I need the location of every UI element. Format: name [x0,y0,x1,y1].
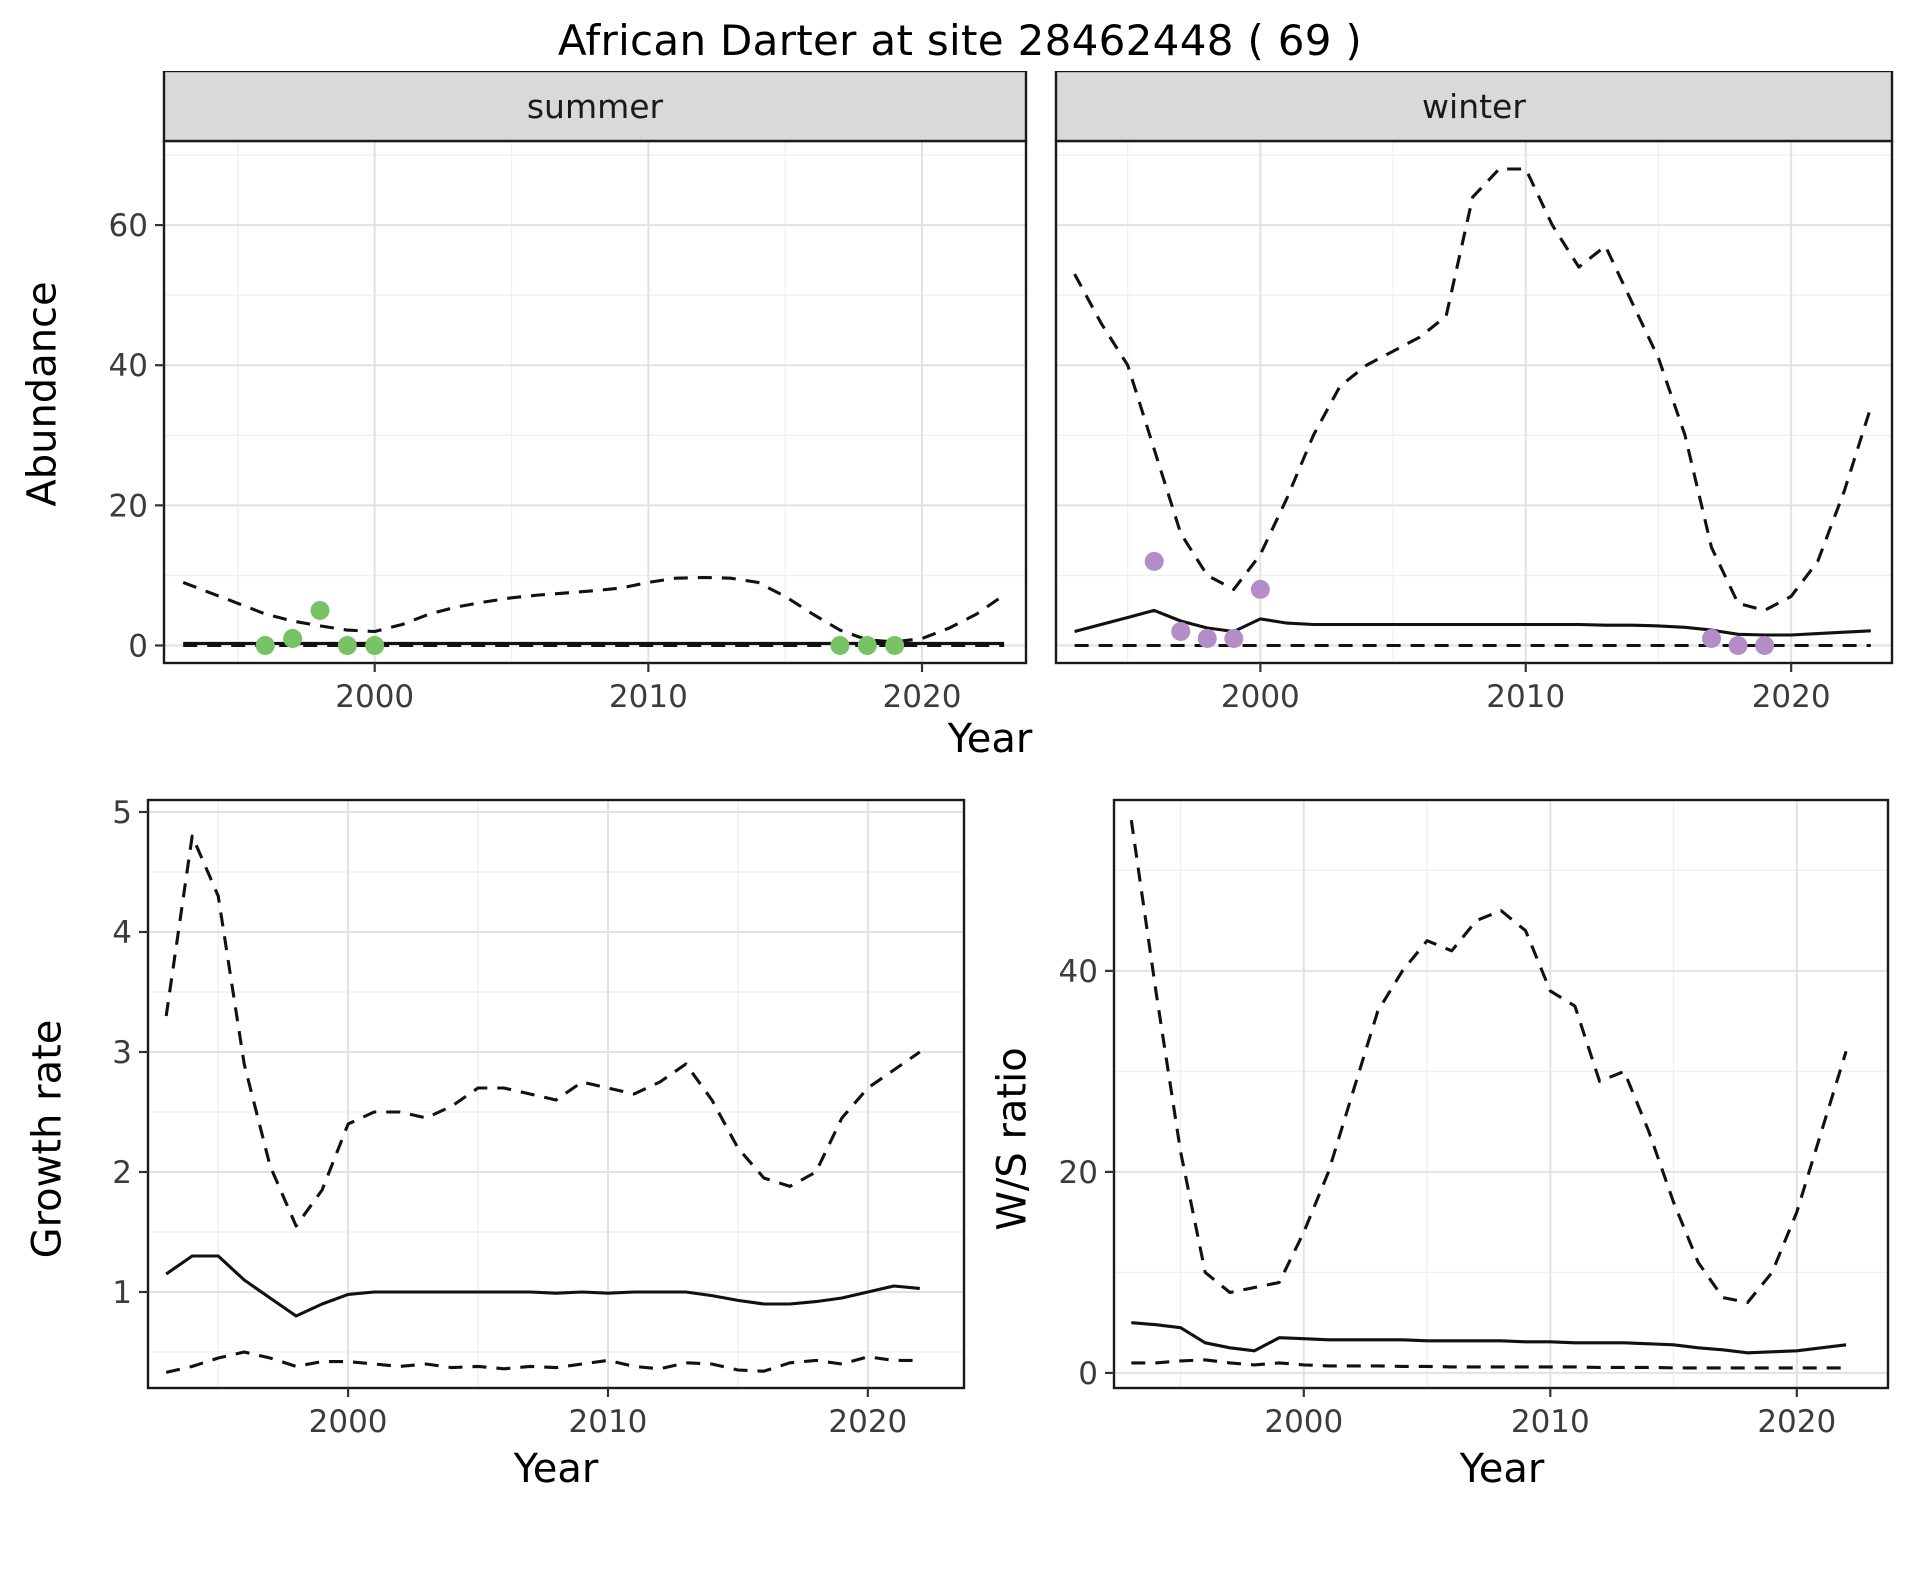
x-tick-label: 2010 [1511,1404,1590,1440]
x-tick-label: 2010 [569,1404,648,1440]
panel-growth-rate: 2000 2010 2020 1 2 3 4 5 [112,795,966,1440]
y-axis-label-ws-text: W/S ratio [990,1047,1037,1231]
observation-point [857,635,877,655]
upper-ci-line [1073,167,1873,612]
y-axis-label-growth: Growth rate [18,786,76,1492]
y-tick-label: 0 [128,628,148,664]
x-tick-label: 2000 [335,679,414,715]
x-tick-label: 2020 [883,679,962,715]
upper-ci-line [164,834,921,1228]
observation-point [337,635,357,655]
x-tick-label: 2000 [309,1404,388,1440]
lower-ci-line [165,1350,920,1374]
growth-rate-figure: 2000 2010 2020 1 2 3 4 5 Year [76,786,976,1492]
observation-point [885,635,905,655]
observation-point [830,635,850,655]
x-tick-label: 2020 [1752,679,1831,715]
x-tick-label: 2000 [1221,679,1300,715]
y-tick-label: 60 [109,208,148,244]
derived-metrics-row: Growth rate 2000 2010 2020 1 2 3 4 5 Year W/S r… [0,786,1920,1492]
estimate-line [165,1254,920,1318]
panel-background [1056,141,1892,663]
y-tick-label: 2 [112,1155,132,1191]
facet-strip-label: summer [527,87,664,126]
estimate-line [1074,608,1871,637]
y-tick-label: 40 [109,348,148,384]
panel-ws-ratio: 2000 2010 2020 0 20 40 [1059,798,1890,1440]
panel-border [146,798,966,1390]
estimate-line [1131,1321,1847,1355]
observation-point [1224,628,1244,648]
upper-ci-line [1129,819,1848,1305]
y-axis-label-abundance: Abundance [14,281,72,506]
x-axis-label-ws: Year [1459,1446,1545,1492]
panel-background [164,141,1026,663]
facet-strip-label: winter [1422,87,1526,126]
x-tick-label: 2020 [828,1404,907,1440]
y-tick-label: 3 [112,1035,132,1071]
ws-ratio-figure: 2000 2010 2020 0 20 40 Year [1042,786,1902,1492]
y-tick-label: 0 [1078,1356,1098,1392]
y-tick-label: 4 [112,915,132,951]
observation-point [1250,579,1270,599]
x-axis-label-top: Year [947,716,1033,762]
panel-abundance-winter: winter 2000 2010 2020 [1054,71,1894,715]
observation-point [1755,635,1775,655]
growth-rate-block: Growth rate 2000 2010 2020 1 2 3 4 5 Year [18,786,976,1492]
observation-point [1728,635,1748,655]
y-tick-label: 40 [1059,954,1098,990]
y-tick-label: 20 [109,488,148,524]
y-axis-label-growth-text: Growth rate [24,1019,70,1259]
observation-point [1702,628,1722,648]
y-tick-label: 5 [112,795,132,831]
x-axis-label-growth: Year [513,1446,599,1492]
x-tick-label: 2000 [1264,1404,1343,1440]
ws-ratio-block: W/S ratio 2000 2010 2020 0 20 40 Year [984,786,1902,1492]
y-tick-label: 20 [1059,1155,1098,1191]
observation-point [1197,628,1217,648]
panel-abundance-summer: summer 2000 2010 2020 0 20 40 60 [109,71,1028,715]
abundance-row: Abundance summer 2000 2010 2020 0 20 40 60 wint… [0,71,1920,716]
x-tick-label: 2020 [1757,1404,1836,1440]
x-tick-label: 2010 [1486,679,1565,715]
observation-point [365,635,385,655]
figure-page: African Darter at site 28462448 ( 69 ) A… [0,16,1920,1576]
y-axis-label-abundance-text: Abundance [20,280,66,507]
y-tick-label: 1 [112,1275,132,1311]
facet-strip [1054,71,1894,143]
observation-point [283,628,303,648]
observation-point [310,600,330,620]
panel-background [1114,800,1888,1388]
chart-title: African Darter at site 28462448 ( 69 ) [557,16,1363,65]
observation-point [1144,551,1164,571]
observation-point [1171,621,1191,641]
y-axis-label-ws: W/S ratio [984,786,1042,1492]
facet-strip [162,71,1028,143]
observation-point [255,635,275,655]
x-tick-label: 2010 [609,679,688,715]
panel-background [148,800,964,1388]
panel-border [1112,798,1890,1390]
